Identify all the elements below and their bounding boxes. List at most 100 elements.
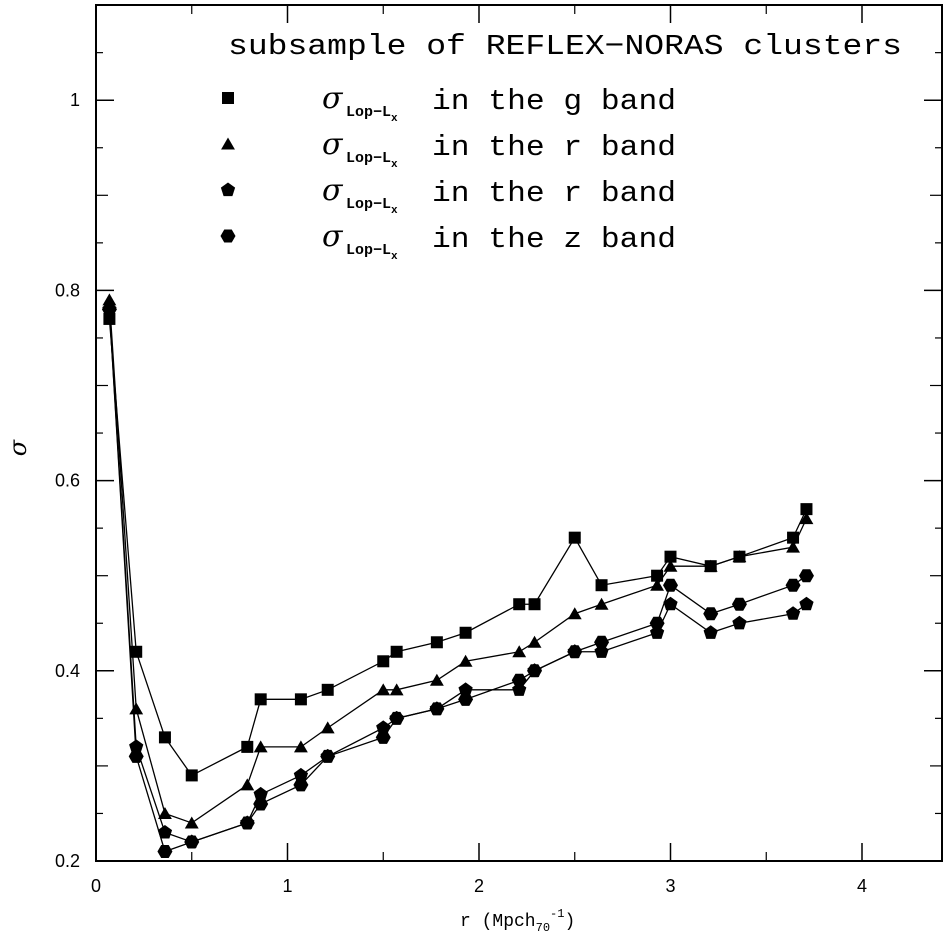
data-point-square bbox=[158, 731, 171, 744]
data-point-hexagon bbox=[375, 730, 391, 744]
data-point-triangle bbox=[799, 512, 814, 525]
legend-entry: σ Lop−Lx in the g band bbox=[222, 81, 676, 125]
legend-subscript-sub: x bbox=[391, 159, 398, 171]
data-point-triangle bbox=[320, 721, 335, 734]
legend-text: in the r band bbox=[432, 177, 676, 210]
data-point-square bbox=[595, 579, 608, 592]
x-tick-label: 1 bbox=[282, 876, 292, 896]
data-point-triangle bbox=[253, 740, 268, 753]
data-point-square bbox=[185, 769, 198, 782]
x-tick-label: 0 bbox=[91, 876, 101, 896]
data-point-hexagon bbox=[567, 645, 583, 659]
data-point-square bbox=[459, 626, 472, 639]
legend-subscript: Lop−Lx bbox=[346, 104, 398, 125]
series-square bbox=[103, 312, 813, 782]
data-point-triangle bbox=[458, 654, 473, 667]
data-point-triangle bbox=[527, 635, 542, 648]
data-point-triangle bbox=[732, 550, 747, 563]
data-point-triangle bbox=[376, 683, 391, 696]
data-point-triangle bbox=[240, 778, 255, 791]
legend-heading: subsample of REFLEX−NORAS clusters bbox=[228, 30, 902, 63]
data-point-square bbox=[294, 693, 307, 706]
series-line-square bbox=[108, 318, 808, 777]
y-tick-label: 0.4 bbox=[55, 661, 80, 681]
legend-subscript-base: Lop−L bbox=[346, 150, 391, 167]
data-point-pentagon bbox=[663, 596, 678, 611]
data-point-hexagon bbox=[527, 664, 543, 678]
legend-subscript-sub: x bbox=[391, 113, 398, 125]
data-point-hexagon bbox=[389, 711, 405, 725]
legend: subsample of REFLEX−NORAS clusters σ Lop−… bbox=[220, 30, 902, 263]
data-point-triangle bbox=[129, 702, 144, 715]
data-point-square bbox=[254, 693, 267, 706]
data-point-triangle bbox=[184, 816, 199, 829]
legend-symbol: σ bbox=[322, 219, 344, 254]
y-tick-label: 0.8 bbox=[55, 280, 80, 300]
data-point-square bbox=[321, 683, 334, 696]
legend-text: in the r band bbox=[432, 131, 676, 164]
series-line-pentagon bbox=[108, 309, 807, 843]
legend-marker-pentagon bbox=[220, 182, 236, 197]
data-point-hexagon bbox=[458, 692, 474, 706]
data-point-hexagon bbox=[703, 607, 719, 621]
data-point-hexagon bbox=[731, 597, 747, 611]
data-point-square bbox=[651, 569, 664, 582]
data-point-square bbox=[568, 531, 581, 544]
data-point-pentagon bbox=[732, 615, 747, 630]
data-point-triangle bbox=[703, 559, 718, 572]
series-line-triangle bbox=[108, 299, 808, 824]
data-point-triangle bbox=[594, 597, 609, 610]
legend-subscript-sub: x bbox=[391, 205, 398, 217]
data-point-square bbox=[513, 598, 526, 611]
data-point-triangle bbox=[786, 540, 800, 553]
data-point-hexagon bbox=[239, 816, 255, 830]
legend-subscript: Lop−Lx bbox=[346, 196, 398, 217]
data-point-hexagon bbox=[594, 635, 610, 649]
data-point-hexagon bbox=[785, 578, 801, 592]
legend-symbol: σ bbox=[322, 173, 344, 208]
data-point-hexagon bbox=[320, 749, 336, 763]
data-point-pentagon bbox=[376, 720, 391, 734]
legend-symbol: σ bbox=[322, 127, 344, 162]
data-point-hexagon bbox=[663, 578, 678, 592]
x-tick-label: 4 bbox=[857, 876, 867, 896]
data-point-hexagon bbox=[184, 835, 200, 849]
x-axis-label: r (Mpch70-1) bbox=[460, 907, 575, 935]
x-axis-label-sup: -1 bbox=[550, 907, 564, 921]
legend-subscript-sub: x bbox=[391, 251, 398, 263]
legend-entry: σ Lop−Lx in the z band bbox=[220, 219, 676, 263]
data-point-triangle bbox=[663, 559, 678, 572]
y-tick-label: 1 bbox=[70, 90, 80, 110]
legend-subscript-base: Lop−L bbox=[346, 196, 391, 213]
data-point-triangle bbox=[650, 578, 665, 591]
series-triangle bbox=[102, 293, 814, 829]
data-point-square bbox=[377, 655, 390, 668]
data-point-triangle bbox=[429, 673, 444, 686]
data-point-hexagon bbox=[429, 702, 445, 716]
data-point-pentagon bbox=[458, 682, 473, 696]
legend-entry: σ Lop−Lx in the r band bbox=[221, 127, 676, 171]
data-point-square bbox=[241, 740, 254, 753]
data-point-square bbox=[800, 503, 813, 516]
data-point-hexagon bbox=[128, 749, 144, 763]
x-axis-label-end: ) bbox=[564, 912, 575, 932]
data-point-square bbox=[430, 636, 443, 649]
legend-marker-hexagon bbox=[220, 229, 236, 243]
legend-text: in the g band bbox=[432, 85, 676, 118]
series-line-hexagon bbox=[108, 309, 807, 853]
legend-subscript: Lop−Lx bbox=[346, 242, 398, 263]
x-tick-label: 3 bbox=[665, 876, 675, 896]
legend-marker-triangle bbox=[221, 137, 235, 150]
data-point-triangle bbox=[102, 293, 117, 306]
series-layer bbox=[101, 293, 814, 858]
legend-subscript-base: Lop−L bbox=[346, 242, 391, 259]
data-point-square bbox=[664, 550, 677, 563]
data-point-pentagon bbox=[293, 767, 309, 782]
legend-symbol: σ bbox=[322, 81, 344, 116]
data-point-hexagon bbox=[253, 797, 269, 811]
data-point-pentagon bbox=[785, 606, 801, 620]
data-point-square bbox=[528, 598, 541, 611]
data-point-hexagon bbox=[649, 616, 665, 630]
